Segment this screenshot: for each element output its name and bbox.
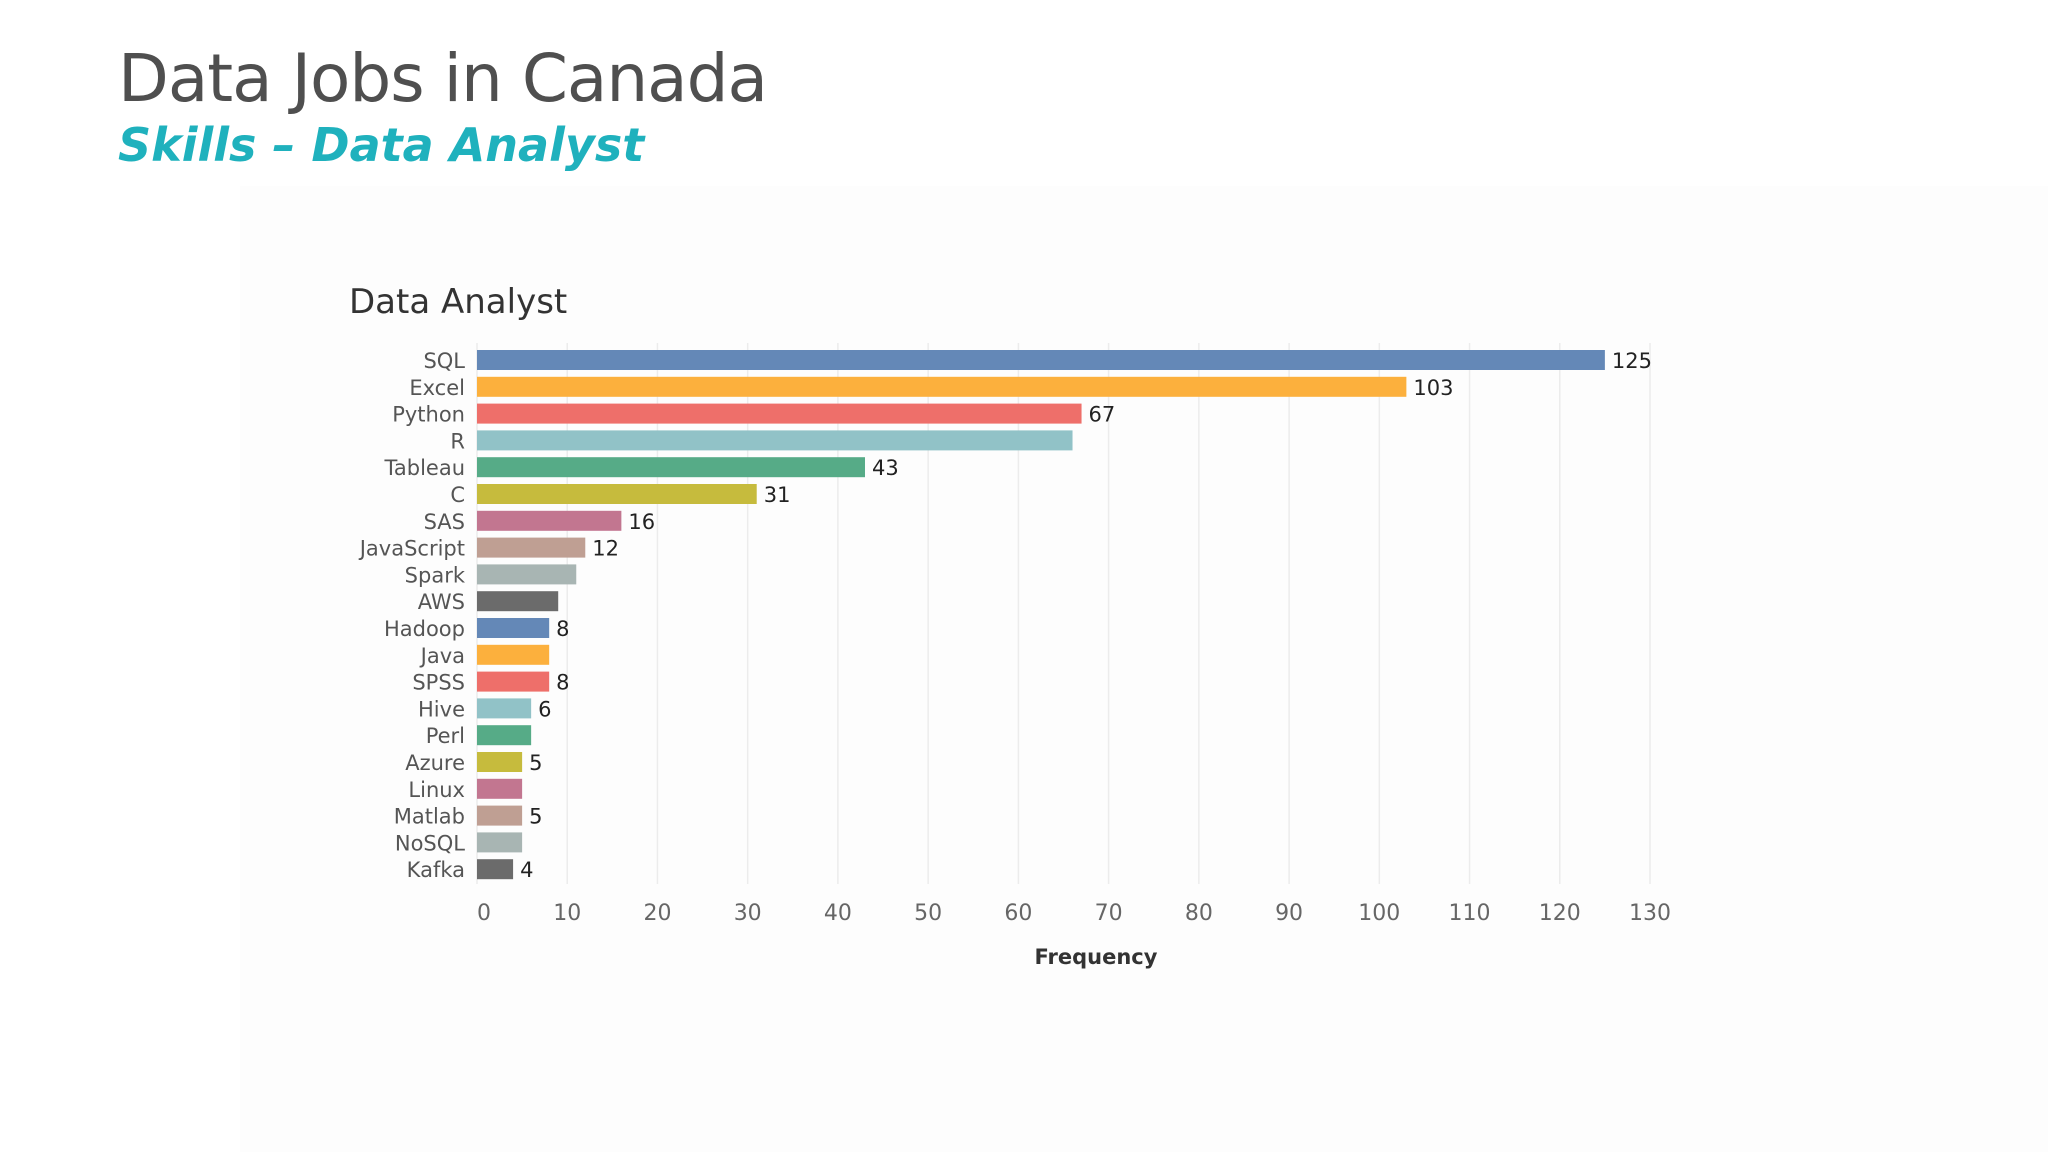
category-label: Linux — [408, 778, 465, 802]
category-label: JavaScript — [358, 537, 465, 561]
category-label: NoSQL — [395, 831, 465, 855]
chart-title: Data Analyst — [349, 282, 567, 322]
category-label: SAS — [424, 510, 465, 534]
category-label: R — [450, 429, 465, 453]
data-label: 5 — [529, 751, 542, 775]
bar — [477, 725, 532, 746]
data-label: 16 — [628, 510, 655, 534]
slide-subtitle: Skills – Data Analyst — [118, 118, 645, 172]
x-tick-label: 110 — [1449, 901, 1491, 926]
x-tick-label: 100 — [1358, 901, 1400, 926]
bar — [477, 752, 523, 772]
x-tick-label: 60 — [1004, 901, 1032, 926]
bar — [477, 644, 550, 665]
bar — [477, 778, 523, 799]
slide-title: Data Jobs in Canada — [118, 40, 768, 117]
bar — [477, 618, 550, 638]
x-tick-label: 70 — [1095, 901, 1123, 926]
bar — [477, 564, 577, 585]
bar — [477, 805, 523, 826]
category-label: Perl — [426, 724, 465, 748]
bar — [477, 510, 622, 531]
data-label: 6 — [538, 697, 551, 721]
grid-lines — [476, 343, 1651, 884]
bar — [477, 350, 1605, 370]
x-tick-label: 50 — [914, 901, 942, 926]
x-tick-label: 90 — [1275, 901, 1303, 926]
category-label: Tableau — [384, 456, 465, 480]
bar — [477, 376, 1407, 397]
data-label: 103 — [1413, 376, 1453, 400]
category-label: AWS — [418, 590, 465, 614]
data-label: 8 — [556, 617, 569, 641]
x-axis-title: Frequency — [1035, 945, 1158, 969]
category-label: Python — [392, 403, 465, 427]
category-label: SQL — [423, 349, 465, 373]
x-tick-label: 30 — [734, 901, 762, 926]
x-tick-label: 130 — [1629, 901, 1671, 926]
category-label: Excel — [409, 376, 465, 400]
bar — [477, 484, 757, 504]
data-label: 8 — [556, 671, 569, 695]
category-label: Hadoop — [384, 617, 465, 641]
bar — [477, 671, 550, 692]
x-tick-label: 80 — [1185, 901, 1213, 926]
data-label: 12 — [592, 537, 619, 561]
category-label: Hive — [418, 697, 465, 721]
bar — [477, 403, 1082, 424]
x-tick-label: 120 — [1539, 901, 1581, 926]
bars — [477, 350, 1605, 880]
category-label: Kafka — [407, 858, 465, 882]
x-tick-label: 10 — [553, 901, 581, 926]
category-label: SPSS — [412, 671, 465, 695]
data-label: 43 — [872, 456, 899, 480]
bar — [477, 832, 523, 853]
bar — [477, 698, 532, 719]
data-label: 5 — [529, 805, 542, 829]
data-label: 125 — [1612, 349, 1652, 373]
x-tick-labels: 0 10 20 30 40 50 60 70 80 90 100 110 120 130 — [477, 901, 1671, 926]
bar — [477, 537, 586, 558]
bar — [477, 457, 865, 478]
category-label: Matlab — [394, 805, 465, 829]
x-tick-label: 20 — [643, 901, 671, 926]
data-label: 31 — [764, 483, 791, 507]
category-label: C — [450, 483, 465, 507]
data-label: 4 — [520, 858, 533, 882]
category-label: Azure — [405, 751, 465, 775]
bar — [477, 859, 514, 880]
x-tick-label: 40 — [824, 901, 852, 926]
bar — [477, 591, 559, 612]
chart-panel — [240, 186, 2048, 1152]
category-label: Java — [419, 644, 465, 668]
x-tick-label: 0 — [477, 901, 491, 926]
category-label: Spark — [405, 563, 466, 587]
bar — [477, 430, 1073, 451]
data-label: 67 — [1089, 403, 1116, 427]
